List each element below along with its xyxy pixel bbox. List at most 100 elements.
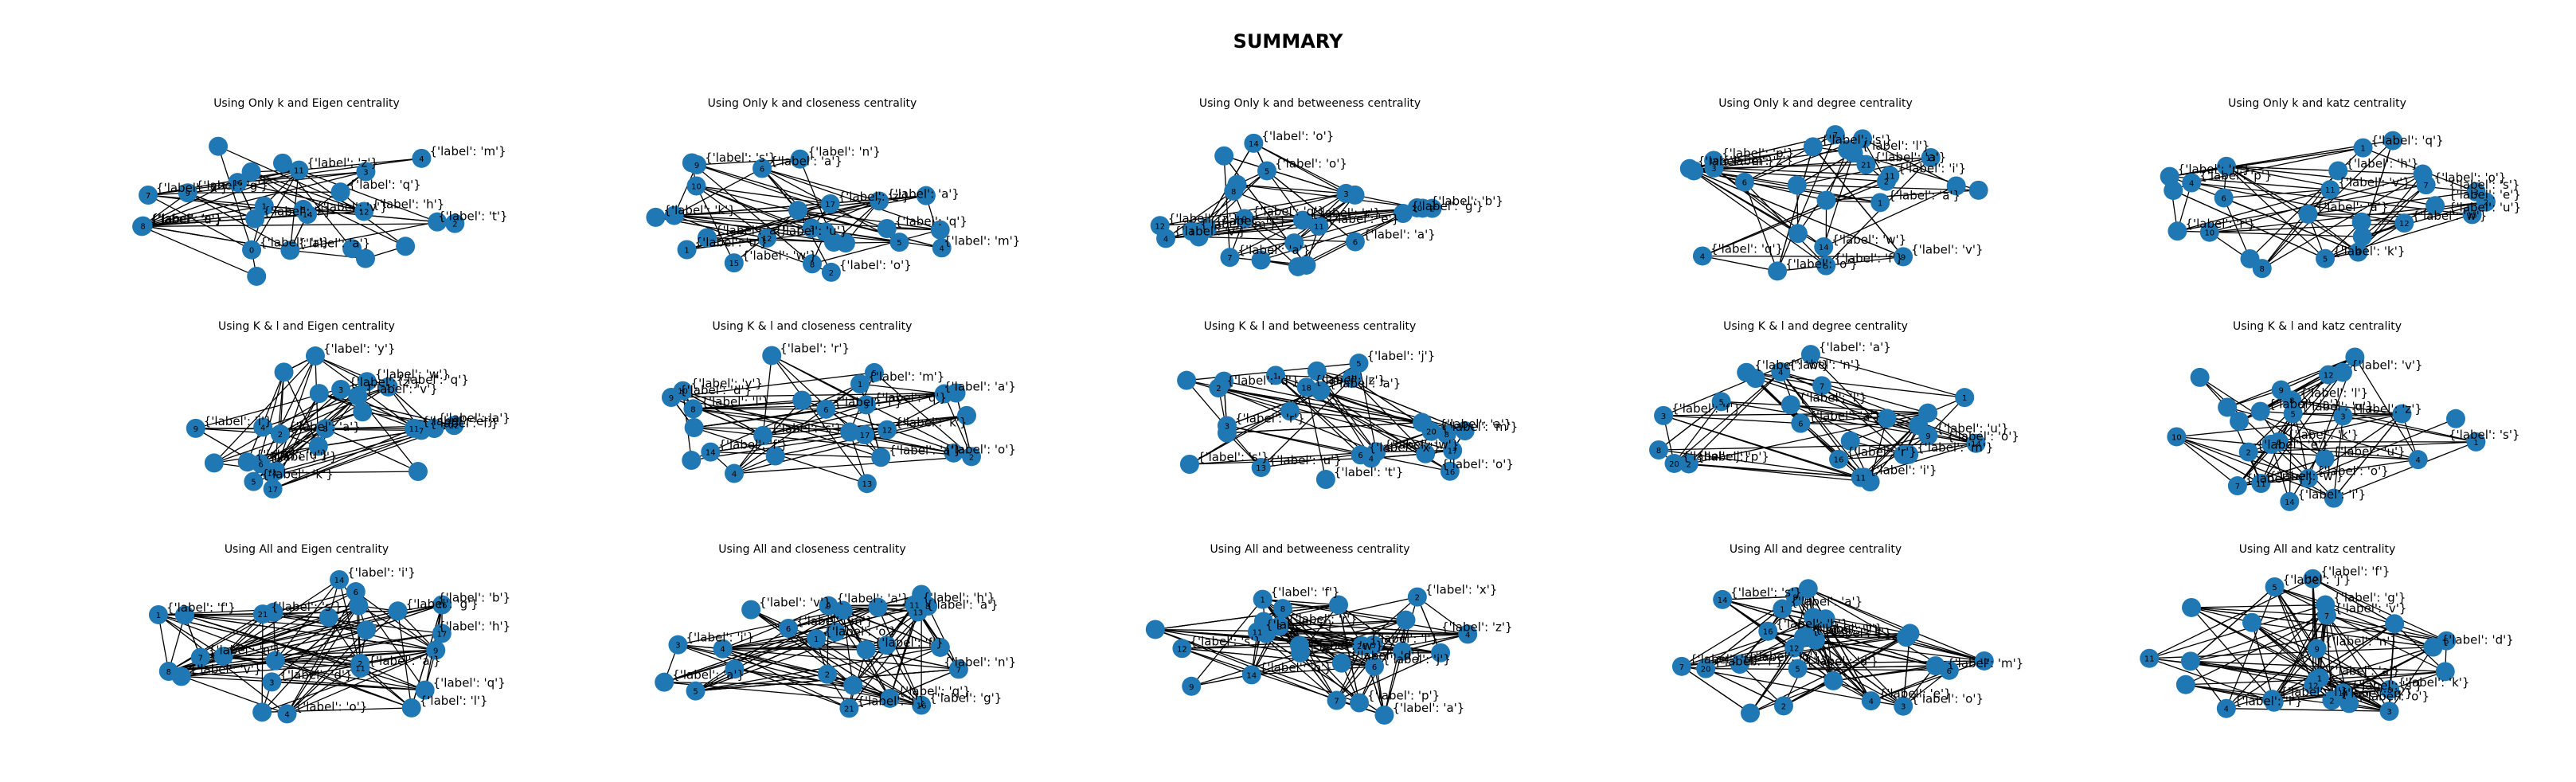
graph-edge xyxy=(1189,451,1377,465)
figure-title: SUMMARY xyxy=(1233,30,1343,53)
node-number: 5 xyxy=(1265,167,1269,176)
graph-node xyxy=(305,346,325,366)
graph-edge xyxy=(1681,618,1826,667)
graph-node xyxy=(330,182,350,202)
node-label: {'label': 'm'} xyxy=(429,144,506,158)
graph-node xyxy=(870,191,889,211)
node-number: 3 xyxy=(363,168,368,177)
node-number: 3 xyxy=(1225,423,1229,432)
graph-node xyxy=(242,240,262,260)
graph-edge xyxy=(1681,666,1751,714)
graph-edge xyxy=(1223,155,1231,258)
graph-edge xyxy=(142,222,455,228)
graph-edge xyxy=(722,648,866,651)
node-label: {'label': 'm'} xyxy=(1947,656,2023,671)
graph-edge xyxy=(1812,146,1904,257)
graph-edge xyxy=(158,614,170,672)
panel-title: Using All and betweeness centrality xyxy=(1210,543,1410,556)
node-label: {'label': 'y'} xyxy=(691,377,764,391)
node-label: {'label': 'a'} xyxy=(887,186,960,201)
node-number: 1 xyxy=(1273,372,1278,381)
graph-node xyxy=(237,452,257,472)
graph-edge xyxy=(2273,604,2326,703)
graph-node xyxy=(880,688,900,708)
graph-edge xyxy=(142,205,264,228)
node-label: {'label': 'l'} xyxy=(1799,390,1867,405)
node-label: {'label': 'w'} xyxy=(1754,358,1829,373)
node-label: {'label': 'v'} xyxy=(1911,242,1984,256)
graph-edge xyxy=(2260,372,2343,484)
graph-node xyxy=(1861,691,1881,711)
node-number: 11 xyxy=(294,167,304,176)
graph-edge xyxy=(827,674,922,706)
graph-edge xyxy=(1282,608,1343,664)
panel-title: Using All and katz centrality xyxy=(2238,543,2396,556)
graph-node xyxy=(378,377,398,397)
graph-node xyxy=(1443,440,1463,460)
node-label: {'label': 'd'} xyxy=(1226,373,1299,388)
graph-edge xyxy=(761,167,940,231)
graph-node xyxy=(424,419,444,439)
node-number: 11 xyxy=(2325,186,2336,195)
node-label: {'label': 'a'} xyxy=(1874,151,1946,165)
node-label: {'label': 'o'} xyxy=(2316,464,2389,479)
graph-node xyxy=(289,160,309,180)
node-label: {'label': 'z'} xyxy=(2351,401,2422,416)
node-number: 12 xyxy=(1177,645,1187,654)
graph-panel: Using Only k and degree centrality 3 14 6 10… xyxy=(1609,97,2023,300)
graph-node xyxy=(1220,248,1240,268)
graph-edge xyxy=(750,609,890,699)
graph-node xyxy=(1856,154,1876,174)
graph-edge xyxy=(2190,623,2395,662)
graph-node xyxy=(2190,367,2210,387)
node-label: {'label': 'n'} xyxy=(209,643,281,658)
graph-node xyxy=(856,395,876,415)
graph-edge xyxy=(1351,377,1426,455)
graph-node xyxy=(1307,361,1327,381)
node-label: {'label': 'm'} xyxy=(1917,440,1993,455)
graph-edge xyxy=(695,638,817,692)
graph-edge xyxy=(2251,622,2275,702)
nodes xyxy=(1679,125,1988,281)
graph-node xyxy=(2413,164,2433,184)
graph-edge xyxy=(852,647,941,686)
graph-edge xyxy=(1812,617,1835,682)
graph-node xyxy=(1363,635,1383,655)
node-number: 9 xyxy=(433,647,438,656)
graph-node xyxy=(1955,388,1975,408)
graph-edge xyxy=(290,221,438,251)
node-number: 14 xyxy=(1249,140,1259,149)
node-number: 8 xyxy=(690,405,695,414)
graph-node xyxy=(2385,614,2405,634)
node-label: {'label': 'l'} xyxy=(1812,623,1880,637)
node-label: {'label': 'z'} xyxy=(307,156,378,170)
graph-node xyxy=(677,240,697,260)
graph-node xyxy=(432,624,451,643)
graph-edge xyxy=(1688,371,1781,464)
graph-node xyxy=(1172,639,1192,659)
panel-title: Using Only k and degree centrality xyxy=(1718,97,1913,110)
graph-node xyxy=(2214,188,2234,208)
graph-node xyxy=(856,639,876,659)
graph-edge xyxy=(1739,663,1784,706)
node-number: 15 xyxy=(729,260,739,268)
node-label: {'label': 'v'} xyxy=(759,596,831,610)
graph-edge xyxy=(187,170,366,194)
graph-node xyxy=(1437,424,1456,444)
node-number: 14 xyxy=(2338,690,2348,698)
node-number: 9 xyxy=(2355,249,2360,258)
graph-node xyxy=(1280,401,1300,421)
graph-edge xyxy=(1781,371,1929,436)
graph-node xyxy=(725,463,745,483)
graph-node xyxy=(315,419,335,439)
graph-node xyxy=(1921,147,1941,167)
graph-node xyxy=(1272,599,1292,619)
graph-edge xyxy=(217,146,252,250)
graph-node xyxy=(1234,209,1254,229)
node-label: {'label': 'a'} xyxy=(2269,397,2341,412)
graph-edge xyxy=(2176,436,2261,484)
graph-edge xyxy=(2237,374,2329,487)
